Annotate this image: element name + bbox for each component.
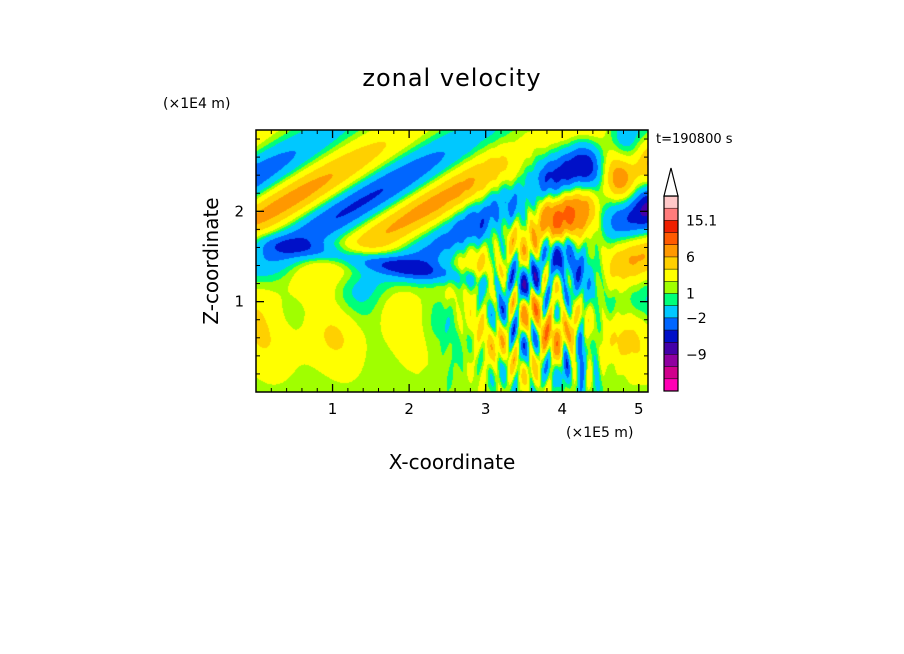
colorbar-band — [664, 196, 678, 209]
colorbar-band — [664, 317, 678, 331]
colorbar-band — [664, 366, 678, 379]
colorbar-band — [664, 330, 678, 343]
colorbar-band — [664, 232, 678, 245]
colorbar-band — [664, 354, 678, 367]
colorbar-band — [664, 220, 678, 233]
colorbar-label: 15.1 — [686, 213, 717, 229]
colorbar-band — [664, 208, 678, 221]
chart-title: zonal velocity — [362, 64, 541, 92]
x-axis-ticks: 1 2 3 4 5 — [328, 130, 644, 418]
colorbar-band — [664, 293, 678, 306]
y-axis-label: Z-coordinate — [199, 197, 223, 324]
heatmap-field — [256, 130, 648, 392]
x-tick-label: 3 — [481, 400, 491, 418]
colorbar-band — [664, 305, 678, 318]
x-tick-label: 5 — [634, 400, 644, 418]
y-tick-label: 1 — [234, 293, 244, 311]
x-tick-label: 2 — [404, 400, 414, 418]
colorbar-label: 1 — [686, 287, 695, 303]
colorbar: 15.1 6 1 −2 −9 — [663, 167, 717, 392]
colorbar-band — [664, 281, 678, 294]
colorbar-band — [664, 256, 678, 270]
colorbar-band — [664, 269, 678, 282]
plot-frame — [255, 129, 649, 393]
y-axis-ticks: 12 — [234, 202, 648, 311]
y-tick-label: 2 — [234, 202, 244, 220]
time-label: t=190800 s — [656, 132, 733, 147]
colorbar-band — [664, 342, 678, 355]
colorbar-extend-max — [663, 167, 679, 197]
colorbar-band — [664, 378, 678, 391]
x-tick-label: 4 — [557, 400, 567, 418]
y-unit-label: (×1E4 m) — [163, 96, 230, 112]
colorbar-label: −9 — [686, 347, 707, 363]
colorbar-label: −2 — [686, 311, 707, 327]
x-unit-label: (×1E5 m) — [566, 425, 633, 441]
colorbar-label: 6 — [686, 250, 695, 266]
x-axis-label: X-coordinate — [389, 450, 516, 474]
colorbar-band — [664, 244, 678, 257]
minor-ticks — [256, 130, 648, 392]
x-tick-label: 1 — [328, 400, 338, 418]
